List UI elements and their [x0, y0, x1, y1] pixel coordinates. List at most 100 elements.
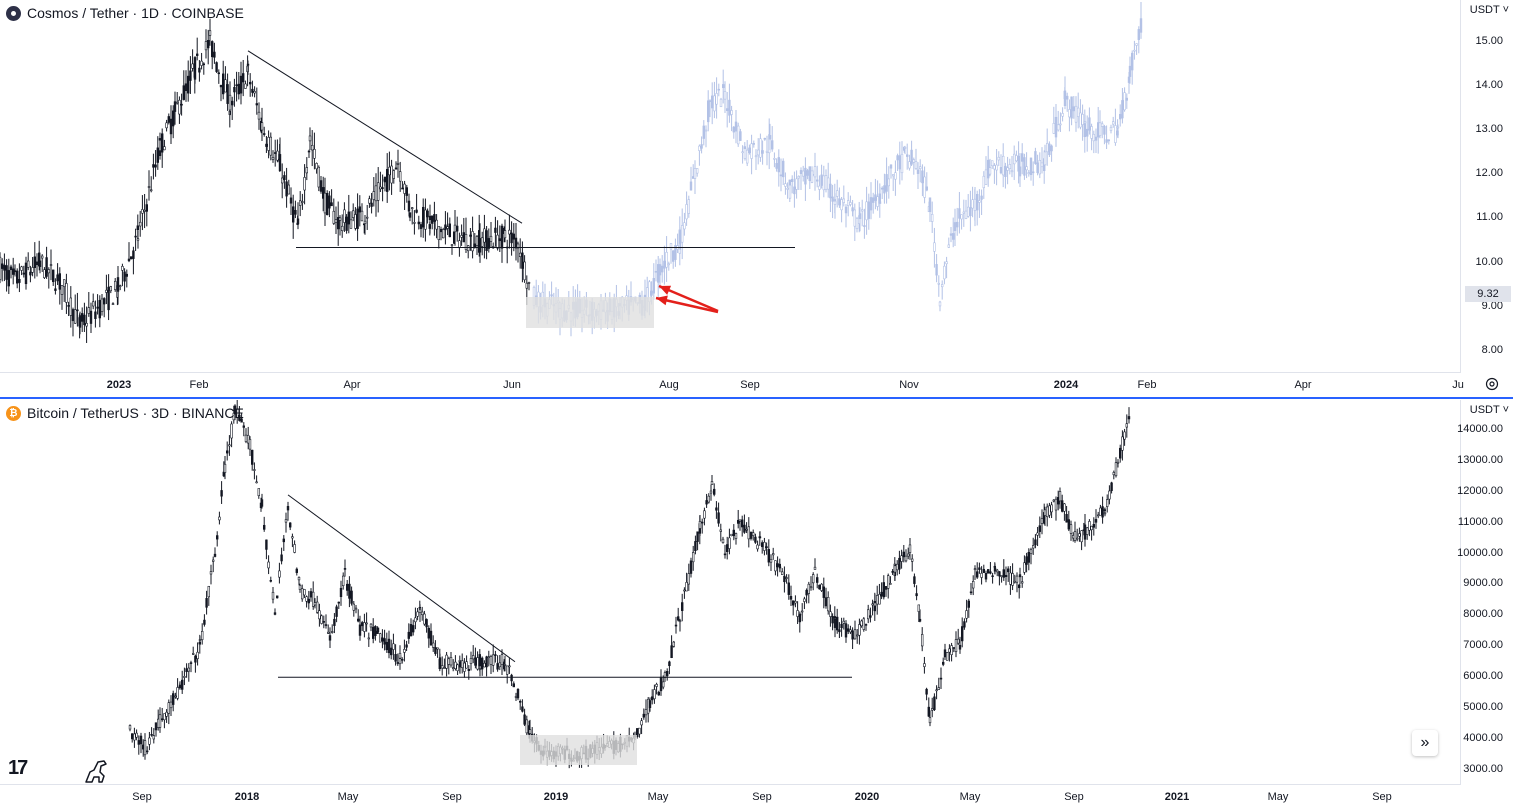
- btc-candle: [425, 618, 428, 633]
- btc-candle: [1040, 509, 1044, 535]
- price-tick-label: 12.00: [1475, 167, 1503, 179]
- atom-candle: [294, 200, 297, 219]
- btc-candle: [360, 620, 364, 631]
- atom-candle: [392, 169, 395, 184]
- btc-candle: [995, 568, 999, 577]
- atom-projection-candle: [750, 134, 753, 175]
- atom-candle: [9, 264, 13, 279]
- pane-divider[interactable]: [0, 397, 1513, 399]
- btc-chart-pane[interactable]: ₿ Bitcoin / TetherUS · 3D · BINANCE: [0, 400, 1513, 784]
- atom-candle: [368, 195, 371, 208]
- atom-candle: [141, 195, 144, 231]
- atom-projection-candle: [986, 145, 990, 187]
- atom-candle: [310, 130, 314, 167]
- atom-candle: [83, 302, 86, 332]
- atom-projection-candle: [930, 201, 934, 233]
- btc-candle: [822, 577, 826, 609]
- atom-time-axis[interactable]: 2023 Feb Apr Jun Aug Sep Nov 2024 Feb Apr Ju: [0, 372, 1464, 398]
- atom-projection-candle: [1036, 154, 1039, 176]
- atom-candle: [92, 293, 95, 310]
- atom-chart-pane[interactable]: Cosmos / Tether · 1D · COINBASE: [0, 0, 1513, 372]
- btc-candle: [525, 715, 529, 736]
- atom-projection-candle: [743, 147, 747, 161]
- atom-projection-candle: [925, 172, 929, 192]
- atom-candle: [417, 215, 420, 230]
- settings-gear-icon[interactable]: [1485, 377, 1499, 391]
- atom-candle: [480, 231, 484, 256]
- atom-projection-candle: [1098, 110, 1102, 139]
- tradingview-logo[interactable]: 17: [8, 757, 28, 779]
- atom-candle: [336, 201, 340, 246]
- atom-candle: [202, 62, 205, 75]
- atom-candle: [198, 60, 201, 82]
- atom-projection-candle: [822, 165, 826, 198]
- atom-price-scale[interactable]: USDT ˅ 15.00 14.00 13.00 12.00 11.00 10.00 9.0…: [1460, 0, 1513, 372]
- atom-candle: [370, 192, 373, 214]
- atom-candle: [76, 292, 79, 327]
- atom-candle: [89, 302, 93, 333]
- btc-candle: [131, 733, 134, 743]
- scroll-to-realtime-button[interactable]: »: [1412, 730, 1438, 756]
- atom-projection-candle: [1137, 26, 1141, 54]
- btc-candle: [736, 509, 740, 529]
- btc-candle: [991, 572, 994, 584]
- btc-candle: [440, 656, 444, 676]
- atom-candle: [383, 176, 387, 192]
- atom-projection-candle: [717, 83, 721, 97]
- atom-candle: [123, 268, 126, 292]
- atom-projection-candle: [801, 165, 805, 182]
- btc-candle: [1076, 528, 1079, 542]
- price-tick-label: 14.00: [1475, 79, 1503, 91]
- atom-candle: [43, 267, 46, 280]
- atom-candle: [410, 207, 414, 225]
- btc-candle: [715, 501, 718, 519]
- atom-candle: [100, 294, 104, 316]
- btc-chart-plot[interactable]: [0, 400, 1461, 784]
- atom-projection-candle: [1001, 143, 1005, 188]
- btc-candle: [796, 601, 799, 625]
- atom-candle: [307, 149, 311, 159]
- btc-candle: [640, 717, 643, 735]
- btc-candle: [928, 710, 932, 727]
- btc-candle: [458, 661, 462, 674]
- atom-projection-candle: [676, 233, 679, 254]
- btc-price-scale[interactable]: USDT ˅ 14000.00 13000.00 12000.00 11000.00 1…: [1457, 400, 1513, 784]
- atom-projection-candle: [894, 160, 897, 196]
- atom-projection-candle: [1034, 147, 1037, 165]
- btc-candle: [933, 693, 936, 711]
- btc-candle: [969, 582, 973, 596]
- atom-chart-plot[interactable]: [0, 0, 1461, 372]
- atom-currency-selector[interactable]: USDT ˅: [1469, 4, 1509, 16]
- btc-candle: [1050, 501, 1053, 519]
- atom-candle: [222, 60, 225, 100]
- atom-projection-candle: [1012, 145, 1016, 181]
- btc-candle: [833, 617, 837, 638]
- btc-candle: [510, 673, 513, 687]
- atom-candle: [20, 265, 23, 276]
- atom-candle: [365, 204, 369, 230]
- price-tick-label: 9000.00: [1463, 577, 1503, 589]
- atom-projection-candle: [1103, 124, 1106, 145]
- atom-projection-candle: [960, 214, 963, 230]
- atom-candle: [287, 179, 290, 195]
- btc-symbol-title[interactable]: ₿ Bitcoin / TetherUS · 3D · BINANCE: [6, 405, 244, 421]
- btc-candle: [405, 640, 408, 651]
- atom-projection-candle: [835, 179, 839, 208]
- btc-candle: [358, 615, 362, 641]
- btc-candle: [460, 653, 464, 674]
- btc-time-axis[interactable]: Sep 2018 May Sep 2019 May Sep 2020 May Sep 2021 May…: [0, 784, 1461, 810]
- atom-candle: [403, 180, 406, 210]
- btc-candle: [638, 727, 641, 738]
- atom-candle: [415, 193, 418, 214]
- atom-candle: [51, 269, 55, 286]
- btc-candle: [978, 562, 981, 574]
- atom-symbol-title[interactable]: Cosmos / Tether · 1D · COINBASE: [6, 5, 244, 21]
- btc-candle: [216, 531, 219, 547]
- atom-projection-candle: [710, 82, 714, 125]
- btc-candle: [935, 685, 938, 700]
- atom-projection-candle: [695, 168, 699, 177]
- atom-projection-candle: [840, 196, 843, 223]
- atom-projection-candle: [1105, 125, 1108, 150]
- btc-currency-selector[interactable]: USDT ˅: [1469, 404, 1509, 416]
- atom-candle: [189, 56, 192, 94]
